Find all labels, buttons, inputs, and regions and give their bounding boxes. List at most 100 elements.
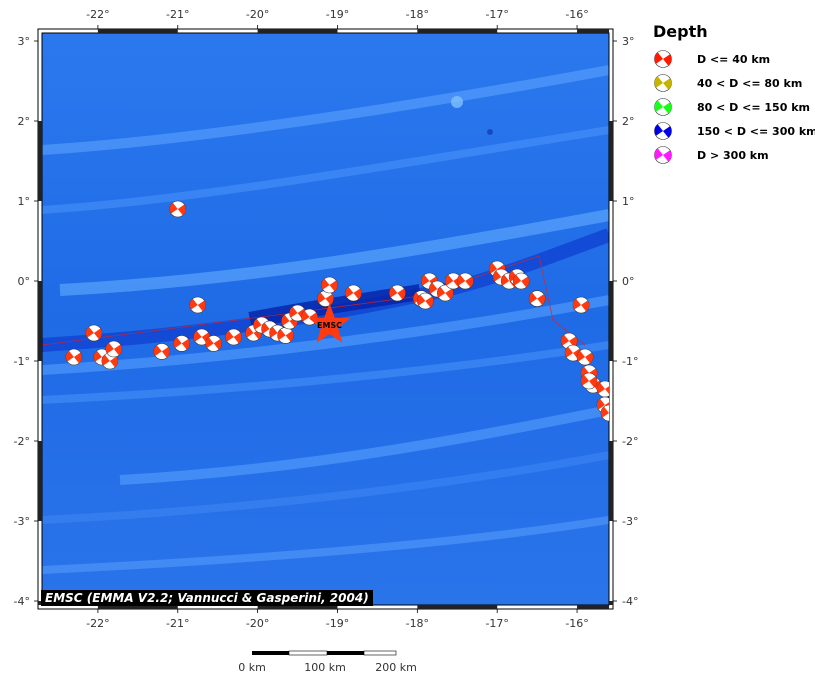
epicenter-star-icon <box>308 303 351 343</box>
legend-row-deep: D > 300 km <box>653 143 813 167</box>
lon-label-bottom: -16° <box>565 617 588 630</box>
focal-mechanism <box>153 343 171 360</box>
focal-mechanism <box>576 348 594 366</box>
focal-mechanism <box>169 200 187 218</box>
emsc-epicenter-star: EMSC <box>308 303 351 343</box>
latitude-labels-right: 3° 2° 1° 0° -1° -2° -3° -4° <box>622 35 638 608</box>
lon-label-top: -20° <box>246 8 269 21</box>
legend-label-d80: 40 < D <= 80 km <box>697 76 803 90</box>
frame-seg <box>38 281 42 361</box>
lon-label-bottom: -18° <box>406 617 429 630</box>
frame-seg <box>577 29 609 33</box>
focal-mechanism <box>528 290 546 307</box>
focal-mechanism <box>345 284 362 302</box>
focal-mechanism <box>456 272 474 290</box>
lon-label-bottom: -17° <box>485 617 508 630</box>
lon-label-top: -16° <box>565 8 588 21</box>
lon-label-top: -17° <box>485 8 508 21</box>
lat-label-right: 1° <box>622 195 635 208</box>
map-credit: EMSC (EMMA V2.2; Vannucci & Gasperini, 2… <box>41 590 373 606</box>
depth-legend: Depth D <= 40 km 40 < D <= 80 km 80 < D … <box>653 22 815 167</box>
focal-mechanism <box>277 327 294 344</box>
frame-seg <box>257 605 338 609</box>
lon-label-top: -19° <box>326 8 349 21</box>
focal-mechanism <box>189 296 207 314</box>
beachball-icon-deep <box>654 146 672 164</box>
frame-seg <box>609 601 613 605</box>
focal-mechanism <box>512 272 530 290</box>
frame-seg <box>257 29 338 33</box>
legend-beachball <box>654 146 672 164</box>
latitude-labels-left: 3° 2° 1° 0° -1° -2° -3° -4° <box>14 35 30 608</box>
focal-mechanism <box>389 284 406 302</box>
lon-label-bottom: -19° <box>326 617 349 630</box>
lat-label-left: -4° <box>14 595 30 608</box>
legend-title: Depth <box>653 22 708 41</box>
legend-beachball <box>654 50 672 68</box>
lat-label-right: -3° <box>622 515 638 528</box>
lat-label-right: 3° <box>622 35 635 48</box>
focal-mechanism <box>193 328 211 346</box>
lon-label-bottom: -20° <box>246 617 269 630</box>
focal-mechanism <box>600 404 609 422</box>
legend-label-d40: D <= 40 km <box>697 52 771 66</box>
lat-label-left: 2° <box>18 115 31 128</box>
focal-mechanism <box>436 284 454 302</box>
frame-seg <box>38 441 42 521</box>
focal-mechanism-layer <box>65 200 609 422</box>
focal-mechanism <box>596 380 609 398</box>
scale-label-200: 200 km <box>375 661 417 674</box>
frame-seg <box>97 605 178 609</box>
legend-beachball <box>654 74 672 92</box>
legend-row-d80: 40 < D <= 80 km <box>653 71 813 95</box>
lat-label-right: -4° <box>622 595 638 608</box>
focal-mechanism <box>173 335 191 352</box>
graticule-ticks <box>34 25 617 613</box>
lat-label-left: 3° <box>18 35 31 48</box>
longitude-labels-bottom: -22° -21° -20° -19° -18° -17° -16° <box>86 617 589 630</box>
frame-seg <box>38 601 42 605</box>
focal-mechanism <box>572 296 590 314</box>
scale-label-0: 0 km <box>238 661 266 674</box>
beachball-icon-d150 <box>654 98 672 116</box>
focal-mechanism <box>321 276 338 294</box>
focal-mechanism <box>580 372 598 390</box>
lat-label-right: 0° <box>622 275 635 288</box>
legend-beachball <box>654 122 672 140</box>
frame-checker <box>38 29 613 609</box>
focal-mechanism <box>205 335 222 352</box>
frame-seg <box>417 605 498 609</box>
beachball-icon-d300 <box>654 122 672 140</box>
lat-label-right: -2° <box>622 435 638 448</box>
frame-seg <box>609 281 613 361</box>
scale-bar: 0 km 100 km 200 km <box>238 650 417 674</box>
legend-label-d300: 150 < D <= 300 km <box>697 124 815 138</box>
focal-mechanism <box>317 290 334 307</box>
epicenter-label: EMSC <box>317 321 342 330</box>
lat-label-left: -1° <box>14 355 30 368</box>
legend-beachball <box>654 98 672 116</box>
lat-label-left: 1° <box>18 195 31 208</box>
bathymetry-layer <box>42 33 609 605</box>
scale-label-100: 100 km <box>304 661 346 674</box>
frame-seg <box>609 441 613 521</box>
legend-row-d40: D <= 40 km <box>653 47 813 71</box>
lon-label-bottom: -21° <box>166 617 189 630</box>
legend-label-deep: D > 300 km <box>697 148 769 162</box>
focal-mechanism <box>65 348 83 366</box>
focal-mechanism <box>105 340 123 358</box>
lon-label-top: -22° <box>86 8 109 21</box>
frame-seg <box>577 605 609 609</box>
legend-row-d150: 80 < D <= 150 km <box>653 95 813 119</box>
focal-mechanism <box>417 292 434 310</box>
lat-label-right: -1° <box>622 355 638 368</box>
legend-label-d150: 80 < D <= 150 km <box>697 100 810 114</box>
lat-label-left: 0° <box>18 275 31 288</box>
longitude-labels-top: -22° -21° -20° -19° -18° -17° -16° <box>86 8 589 21</box>
focal-mechanism <box>225 328 242 346</box>
legend-row-d300: 150 < D <= 300 km <box>653 119 815 143</box>
lon-label-top: -18° <box>406 8 429 21</box>
beachball-icon-d80 <box>654 74 672 92</box>
frame-seg <box>417 29 498 33</box>
